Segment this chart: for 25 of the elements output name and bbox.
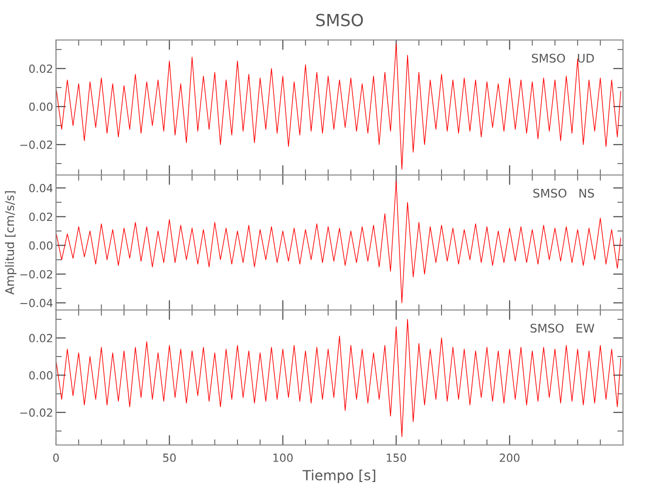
- y-tick-label: −0.02: [20, 270, 52, 278]
- x-tick-label: 50: [163, 454, 176, 462]
- x-tick-label: 100: [273, 454, 293, 462]
- y-tick-label: 0.02: [29, 212, 52, 222]
- y-tick-label: −0.02: [20, 408, 52, 417]
- annotation: SMSO NS: [533, 188, 594, 198]
- y-tick-label: 0.00: [29, 371, 52, 380]
- chart-title: SMSO: [316, 14, 363, 26]
- line-series: [56, 43, 622, 170]
- y-tick-label: 0.02: [29, 64, 52, 73]
- y-tick-label: 0.04: [29, 184, 53, 192]
- y-axis-title: Amplitud [cm/s/s]: [4, 191, 16, 295]
- x-axis-title: Tiempo [s]: [302, 470, 376, 484]
- x-tick-label: 150: [386, 454, 406, 462]
- annotation: SMSO EW: [530, 324, 594, 333]
- y-tick-label: −0.02: [20, 140, 52, 149]
- x-tick-label: 200: [500, 454, 520, 462]
- line-series: [56, 318, 622, 437]
- x-tick-label: 0: [53, 454, 59, 462]
- y-tick-label: 0.02: [29, 334, 52, 342]
- line-series: [56, 180, 622, 304]
- annotation: SMSO UD: [532, 54, 594, 63]
- y-tick-label: −0.04: [20, 298, 53, 308]
- y-tick-label: 0.00: [29, 102, 52, 111]
- y-tick-label: 0.00: [29, 241, 52, 250]
